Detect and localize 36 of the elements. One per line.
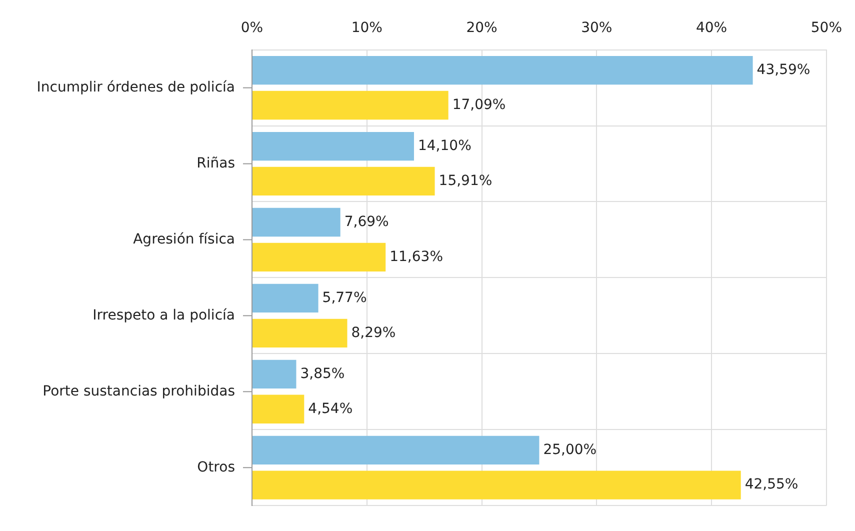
y-tick-label: Otros	[197, 459, 235, 476]
bar	[252, 284, 318, 313]
bar	[252, 132, 414, 161]
bar	[252, 90, 448, 120]
data-label: 17,09%	[452, 96, 506, 113]
x-tick-label: 20%	[466, 20, 498, 36]
bar	[252, 318, 348, 348]
data-label: 7,69%	[344, 214, 389, 230]
data-label: 14,10%	[418, 138, 472, 154]
bar	[252, 360, 296, 389]
x-tick-label: 40%	[696, 20, 728, 36]
data-label: 25,00%	[543, 442, 597, 458]
y-tick-label: Agresión física	[133, 231, 235, 248]
bar	[252, 436, 540, 464]
y-tick-label: Incumplir órdenes de policía	[36, 79, 235, 96]
y-tick-label: Porte sustancias prohibidas	[42, 383, 235, 400]
bar	[252, 208, 340, 237]
data-label: 8,29%	[351, 324, 396, 341]
data-label: 5,77%	[322, 290, 367, 306]
bar	[252, 56, 753, 85]
x-tick-label: 0%	[240, 20, 264, 36]
data-label: 43,59%	[756, 62, 810, 78]
x-tick-label: 50%	[810, 20, 842, 36]
x-tick-label: 30%	[581, 20, 612, 36]
data-label: 3,85%	[300, 366, 345, 382]
bar	[252, 394, 304, 424]
data-label: 15,91%	[438, 172, 492, 189]
x-tick-label: 10%	[351, 20, 382, 36]
y-tick-label: Riñas	[196, 155, 235, 172]
data-label: 11,63%	[390, 248, 444, 265]
y-tick-label: Irrespeto a la policía	[92, 307, 235, 324]
data-label: 42,55%	[744, 476, 798, 493]
data-label: 4,54%	[308, 400, 353, 417]
bar	[252, 166, 435, 196]
bar	[252, 470, 741, 500]
bar	[252, 242, 386, 272]
